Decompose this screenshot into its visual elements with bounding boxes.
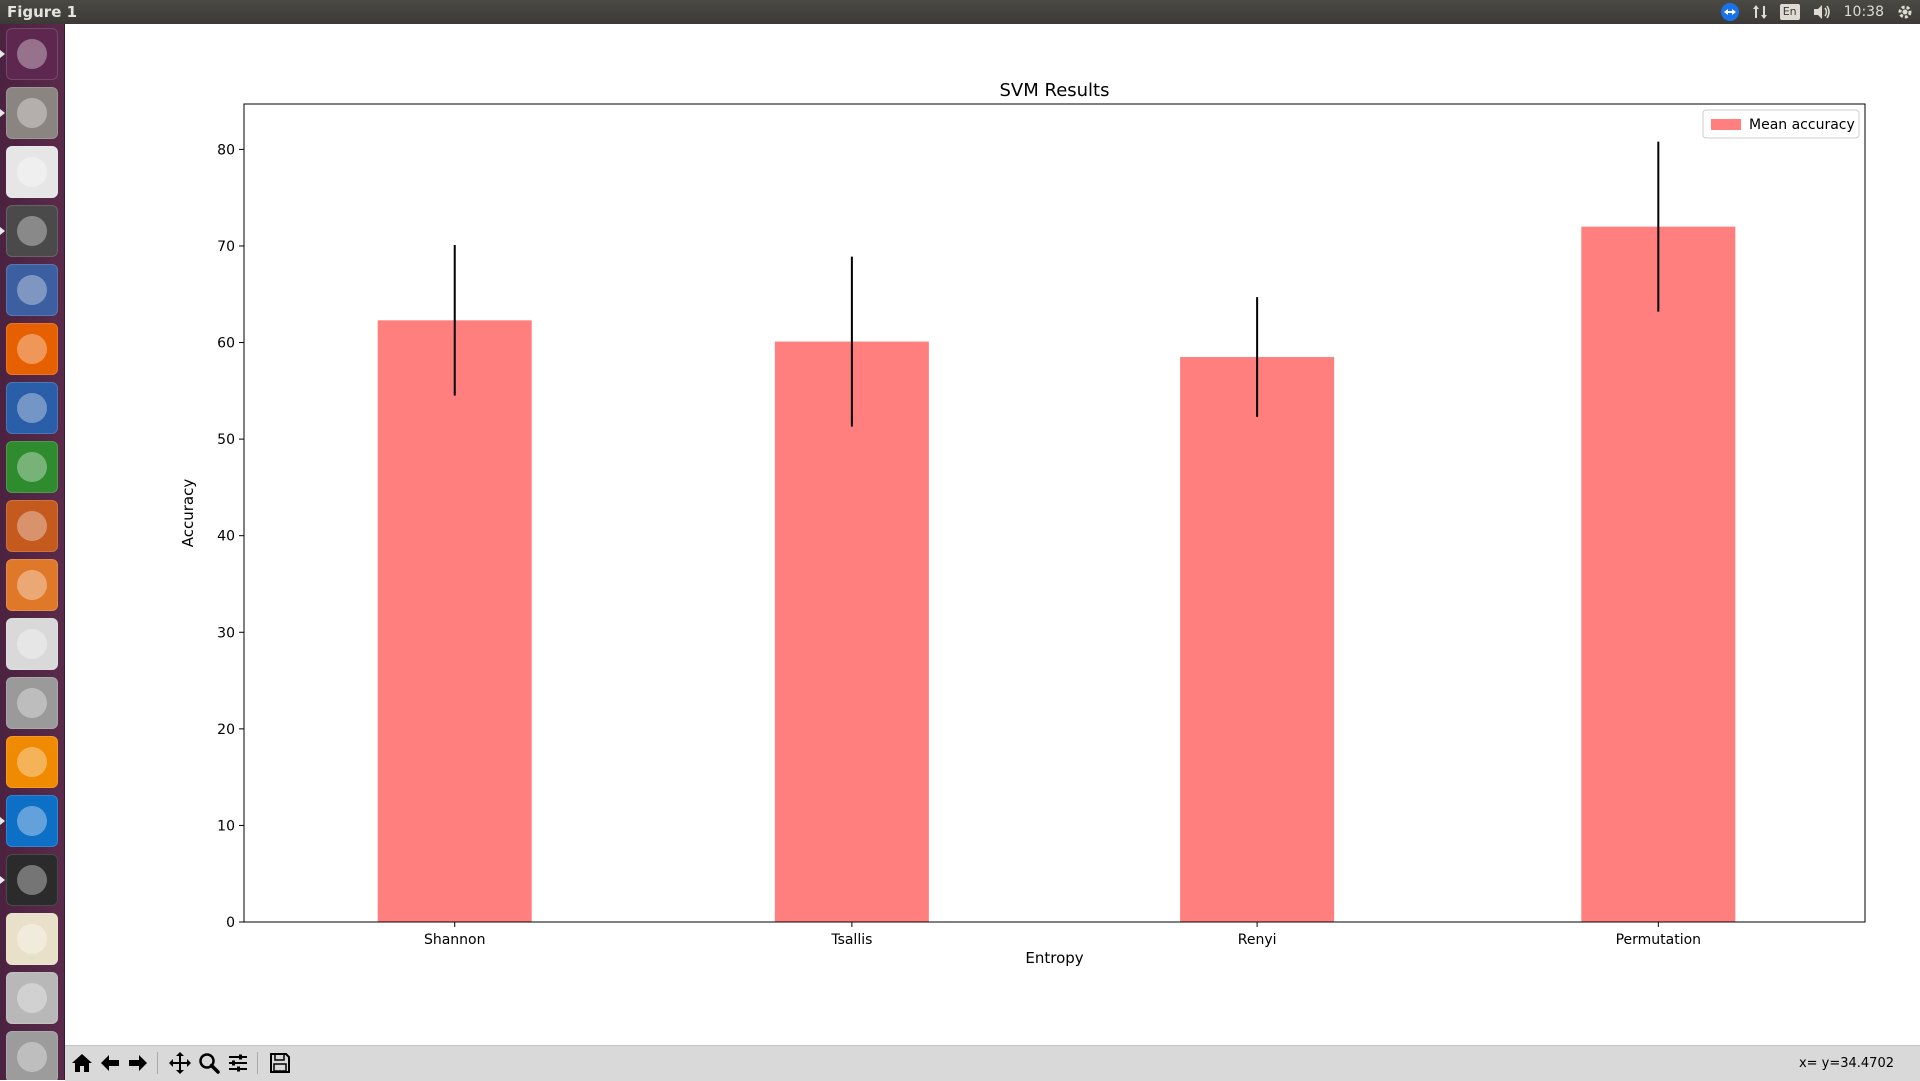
vlc-launcher-item[interactable]: [6, 736, 58, 788]
files-launcher-item[interactable]: [6, 87, 58, 139]
amazon-launcher-item[interactable]: [6, 618, 58, 670]
y-tick-label: 80: [217, 142, 235, 158]
terminal-launcher-item[interactable]: [6, 854, 58, 906]
running-indicator: [0, 109, 5, 117]
x-axis: Shannon Tsallis Renyi Permutation: [424, 922, 1701, 948]
amazon-icon: [17, 629, 47, 659]
pan-button[interactable]: [167, 1050, 193, 1076]
zoom-button[interactable]: [196, 1050, 222, 1076]
pinwheel-app-icon: [17, 924, 47, 954]
ubuntu-one-icon: [17, 275, 47, 305]
launcher: [0, 24, 65, 1080]
legend-swatch: [1711, 119, 1741, 130]
running-indicator: [0, 876, 5, 884]
drive-launcher-item[interactable]: [6, 972, 58, 1024]
impress-launcher-item[interactable]: [6, 500, 58, 552]
x-tick-label: Renyi: [1238, 932, 1277, 948]
bar-tsallis: [774, 341, 929, 922]
firefox-icon: [17, 334, 47, 364]
ubuntu-one-launcher-item[interactable]: [6, 264, 58, 316]
drive-icon: [17, 983, 47, 1013]
x-tick-label: Shannon: [424, 932, 486, 948]
x-tick-label: Tsallis: [830, 932, 872, 948]
top-panel: Figure 1 En 10:38: [0, 0, 1920, 24]
back-button[interactable]: [97, 1050, 123, 1076]
y-tick-label: 0: [226, 915, 235, 931]
y-tick-label: 30: [217, 625, 235, 641]
home-icon: [72, 1054, 92, 1072]
toolbar-separator: [257, 1052, 258, 1074]
pan-icon: [169, 1052, 191, 1074]
legend: Mean accuracy: [1702, 109, 1860, 139]
figure-canvas[interactable]: SVM Results 0 10 20 30 40 50 60 70 80 Shannon Tsa…: [65, 24, 1920, 1045]
sublime-text-icon: [17, 216, 47, 246]
keyboard-layout-indicator[interactable]: En: [1779, 0, 1800, 24]
forward-icon: [129, 1055, 147, 1071]
configure-subplots-icon: [229, 1054, 247, 1072]
session-gear-icon[interactable]: [1896, 0, 1914, 24]
toolbar-separator: [157, 1052, 158, 1074]
y-axis-label: Accuracy: [179, 479, 197, 548]
x-tick-label: Permutation: [1616, 932, 1701, 948]
trash-icon: [17, 1042, 47, 1072]
impress-icon: [17, 511, 47, 541]
system-settings-icon: [17, 688, 47, 718]
save-button[interactable]: [267, 1050, 293, 1076]
zoom-icon: [199, 1053, 220, 1074]
chart-title: SVM Results: [1000, 80, 1110, 101]
y-tick-label: 20: [217, 722, 235, 738]
clock[interactable]: 10:38: [1843, 4, 1884, 20]
legend-label: Mean accuracy: [1749, 117, 1855, 133]
volume-icon[interactable]: [1812, 0, 1832, 24]
bar-shannon: [377, 320, 532, 922]
calc-icon: [17, 452, 47, 482]
writer-launcher-item[interactable]: [6, 382, 58, 434]
trash-launcher-item[interactable]: [6, 1031, 58, 1080]
running-indicator: [0, 817, 5, 825]
firefox-launcher-item[interactable]: [6, 323, 58, 375]
forward-button[interactable]: [125, 1050, 151, 1076]
running-indicator: [0, 227, 5, 235]
window-title: Figure 1: [7, 3, 78, 21]
ubuntu-dash-icon: [17, 39, 47, 69]
system-tray: En 10:38: [1720, 0, 1914, 24]
pinwheel-app-launcher-item[interactable]: [6, 913, 58, 965]
y-tick-label: 40: [217, 529, 235, 545]
bar-chart: SVM Results 0 10 20 30 40 50 60 70 80 Shannon Tsa…: [179, 80, 1866, 967]
y-tick-label: 50: [217, 432, 235, 448]
running-indicator: [0, 50, 5, 58]
teamviewer-launcher-item[interactable]: [6, 795, 58, 847]
teamviewer-icon: [17, 806, 47, 836]
sublime-text-launcher-item[interactable]: [6, 205, 58, 257]
back-icon: [101, 1055, 119, 1071]
y-tick-label: 70: [217, 239, 235, 255]
vlc-icon: [17, 747, 47, 777]
software-center-launcher-item[interactable]: [6, 559, 58, 611]
plot-frame: [243, 103, 1866, 923]
figure-toolbar: x= y=34.4702: [65, 1045, 1920, 1081]
ubuntu-dash-launcher-item[interactable]: [6, 28, 58, 80]
network-icon[interactable]: [1752, 0, 1768, 24]
chrome-launcher-item[interactable]: [6, 146, 58, 198]
cursor-coordinates: x= y=34.4702: [1798, 1056, 1894, 1071]
writer-icon: [17, 393, 47, 423]
teamviewer-tray-icon[interactable]: [1720, 0, 1740, 24]
y-axis: 0 10 20 30 40 50 60 70 80: [217, 142, 244, 931]
bar-renyi: [1180, 357, 1335, 922]
y-tick-label: 60: [217, 336, 235, 352]
calc-launcher-item[interactable]: [6, 441, 58, 493]
bars-layer: [377, 141, 1736, 922]
legend-box: [1702, 109, 1860, 139]
y-tick-label: 10: [217, 818, 235, 834]
terminal-icon: [17, 865, 47, 895]
x-axis-label: Entropy: [1025, 949, 1083, 967]
chrome-icon: [17, 157, 47, 187]
home-button[interactable]: [69, 1050, 95, 1076]
configure-subplots-button[interactable]: [225, 1050, 251, 1076]
bar-permutation: [1581, 226, 1736, 922]
system-settings-launcher-item[interactable]: [6, 677, 58, 729]
files-icon: [17, 98, 47, 128]
save-icon: [270, 1053, 290, 1073]
software-center-icon: [17, 570, 47, 600]
